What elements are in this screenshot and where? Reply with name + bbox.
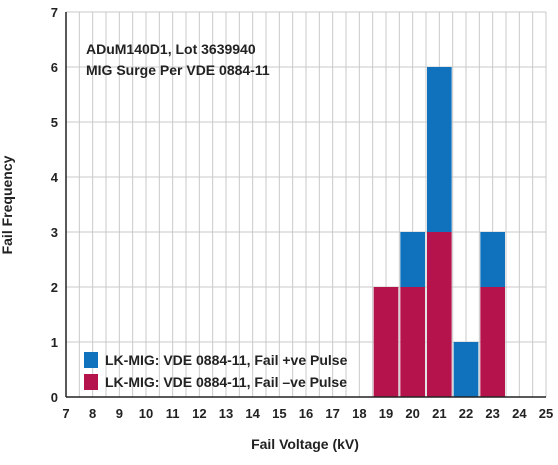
legend-swatch	[84, 374, 98, 390]
bar-negative-pulse-19	[373, 287, 399, 397]
x-tick-label: 19	[379, 406, 393, 421]
x-tick-label: 14	[245, 406, 260, 421]
bar-negative-pulse-21	[427, 232, 452, 397]
x-tick-label: 9	[116, 406, 123, 421]
y-tick-label: 6	[51, 60, 58, 75]
bar-negative-pulse-20	[400, 287, 425, 397]
y-tick-labels: 0 1 2 3 4 5 6 7	[51, 5, 59, 405]
bar-positive-pulse-20	[400, 232, 425, 287]
y-tick-label: 4	[51, 170, 59, 185]
y-tick-label: 0	[51, 390, 58, 405]
x-tick-label: 15	[272, 406, 286, 421]
x-tick-label: 13	[219, 406, 233, 421]
bar-negative-pulse-23	[480, 287, 505, 397]
y-tick-label: 5	[51, 115, 58, 130]
x-tick-label: 24	[512, 406, 527, 421]
y-tick-label: 3	[51, 225, 58, 240]
bar-positive-pulse-23	[480, 232, 505, 287]
annotation-line-1: ADuM140D1, Lot 3639940	[86, 41, 256, 57]
x-tick-label: 7	[62, 406, 69, 421]
x-tick-label: 12	[192, 406, 206, 421]
x-tick-label: 21	[432, 406, 446, 421]
x-tick-labels: 7 8 9 10 11 12 13 14 15 16 17 18 19 20 21 22 23 24 25	[62, 406, 553, 421]
x-tick-label: 20	[405, 406, 419, 421]
x-tick-label: 11	[166, 406, 180, 421]
x-tick-label: 8	[89, 406, 96, 421]
legend-swatch	[84, 352, 98, 368]
x-tick-label: 16	[299, 406, 313, 421]
legend-label: LK-MIG: VDE 0884-11, Fail +ve Pulse	[105, 352, 348, 368]
y-tick-label: 7	[51, 5, 58, 20]
x-tick-label: 18	[352, 406, 366, 421]
annotation-line-2: MIG Surge Per VDE 0884-11	[86, 62, 270, 78]
x-tick-label: 17	[325, 406, 339, 421]
x-axis-title: Fail Voltage (kV)	[251, 436, 359, 452]
axes	[65, 12, 546, 398]
y-axis-title: Fail Frequency	[0, 155, 15, 254]
x-tick-label: 23	[485, 406, 499, 421]
x-tick-label: 25	[539, 406, 553, 421]
y-tick-label: 1	[51, 335, 58, 350]
legend-label: LK-MIG: VDE 0884-11, Fail –ve Pulse	[105, 374, 347, 390]
legend: LK-MIG: VDE 0884-11, Fail +ve Pulse LK-MI…	[84, 352, 348, 390]
x-tick-label: 22	[459, 406, 473, 421]
bar-positive-pulse-22	[453, 342, 479, 397]
x-tick-label: 10	[139, 406, 153, 421]
y-tick-label: 2	[51, 280, 58, 295]
bar-positive-pulse-21	[427, 67, 452, 232]
bars	[373, 67, 505, 397]
